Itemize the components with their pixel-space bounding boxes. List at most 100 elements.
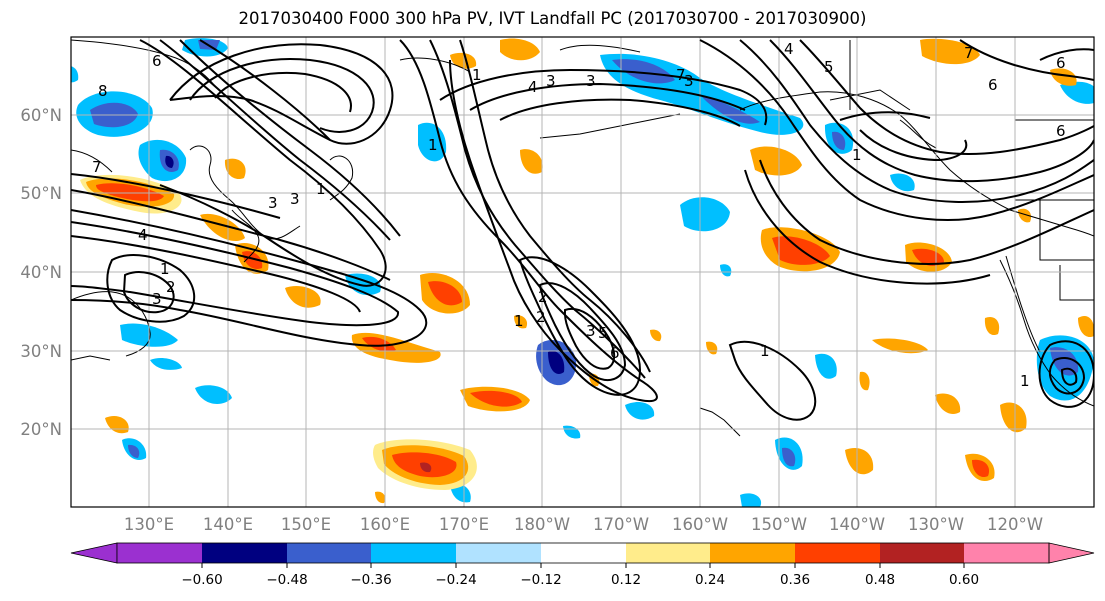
contour-label: 1 <box>852 146 862 164</box>
colorbar-segment <box>202 543 287 563</box>
lon-label: 180°W <box>514 515 570 534</box>
contour-line <box>769 39 1094 183</box>
colorbar-segment <box>880 543 964 563</box>
contour-line <box>759 159 1094 265</box>
colorbar-segment <box>456 543 541 563</box>
pv-blob <box>500 38 540 61</box>
coastline <box>539 113 681 139</box>
lon-label: 120°W <box>987 515 1043 534</box>
pv-blob <box>548 350 565 374</box>
contour-line <box>1060 367 1078 386</box>
colorbar: −0.60 −0.48 −0.36 −0.24 −0.12 0.12 0.24 … <box>70 542 1095 588</box>
colorbar-segment <box>287 543 371 563</box>
contour-label: 3 <box>586 72 596 90</box>
pv-blob <box>680 197 730 232</box>
pv-blob <box>1050 347 1079 376</box>
lon-label: 130°W <box>908 515 964 534</box>
colorbar-ticks <box>201 563 965 568</box>
latitude-labels: 60°N 50°N 40°N 30°N 20°N <box>20 106 62 439</box>
contour-line <box>699 39 1094 221</box>
coastline <box>329 155 354 201</box>
contour-line <box>214 72 352 113</box>
contour-line <box>71 173 281 219</box>
contour-label: 3 <box>268 194 278 212</box>
contour-label: 6 <box>1056 122 1066 140</box>
contour-label: 5 <box>598 324 608 342</box>
coastline <box>559 44 641 53</box>
contour-label: 1 <box>316 180 326 198</box>
contour-line <box>859 129 968 162</box>
colorbar-extend-right <box>1048 542 1095 564</box>
contour-label: 1 <box>428 136 438 154</box>
pv-blob <box>514 315 528 329</box>
contour-label: 4 <box>528 78 538 96</box>
colorbar-segment <box>710 543 795 563</box>
map-panel: 6 8 7 4 3 3 3 2 1 1 3 2 5 6 4 3 1 3 4 5 … <box>71 37 1094 507</box>
pv-blob <box>1060 81 1094 104</box>
pv-blob <box>200 213 245 242</box>
contour-line <box>739 39 1094 203</box>
contour-label: 4 <box>784 40 794 58</box>
ivt-contours <box>71 39 1094 421</box>
contour-line <box>189 58 375 133</box>
pv-blob <box>972 459 990 478</box>
colorbar-tick-label: 0.60 <box>949 572 979 588</box>
contour-label: 3 <box>684 72 694 90</box>
pv-blob <box>625 402 655 420</box>
colorbar-tick-label: −0.12 <box>520 572 561 588</box>
colorbar-segment <box>117 543 202 563</box>
contour-line <box>728 340 817 421</box>
contour-label: 7 <box>92 158 102 176</box>
coastline <box>699 407 741 437</box>
contour-label: 4 <box>138 226 148 244</box>
contour-line <box>106 254 195 323</box>
pv-blob <box>720 264 732 277</box>
contour-label: 6 <box>988 76 998 94</box>
contour-line <box>744 169 991 285</box>
pv-blob <box>920 38 980 65</box>
coastline <box>1059 265 1094 301</box>
coastline <box>829 89 911 111</box>
lon-label: 170°W <box>593 515 649 534</box>
coastline <box>1039 200 1094 261</box>
colorbar-tick-label: 0.48 <box>865 572 895 588</box>
lon-label: 160°W <box>672 515 728 534</box>
pv-blob <box>612 59 675 84</box>
contour-line <box>1048 357 1086 395</box>
contour-line <box>459 39 651 373</box>
longitude-labels: 130°E 140°E 150°E 160°E 170°E 180°W 170°… <box>124 515 1043 534</box>
pv-blob <box>224 158 246 180</box>
contour-line <box>538 282 627 381</box>
map-frame <box>70 36 1095 508</box>
pv-blob <box>150 357 182 370</box>
lon-label: 170°E <box>439 515 489 534</box>
pv-blob <box>872 338 928 354</box>
pv-blob <box>520 149 543 174</box>
contour-line <box>959 39 1094 81</box>
contour-line <box>1039 48 1094 61</box>
pv-blob <box>165 155 174 168</box>
pv-blob <box>1000 402 1027 433</box>
colorbar-segment <box>371 543 456 563</box>
lat-label: 60°N <box>20 106 62 125</box>
contour-line <box>499 98 741 127</box>
pv-blob <box>418 122 447 162</box>
lat-label: 40°N <box>20 263 62 282</box>
colorbar-segment <box>541 543 626 563</box>
colorbar-tick-label: −0.48 <box>266 572 307 588</box>
contour-line <box>1038 340 1094 408</box>
coastline <box>899 119 937 149</box>
contour-label: 6 <box>152 52 162 70</box>
coastline <box>231 209 260 263</box>
contour-label: 2 <box>166 278 176 296</box>
pv-blob <box>935 393 961 415</box>
contour-line <box>179 39 401 237</box>
contour-line <box>563 307 616 370</box>
lon-label: 150°W <box>751 515 807 534</box>
contour-line <box>439 68 768 126</box>
lat-label: 30°N <box>20 342 62 361</box>
lon-label: 150°E <box>281 515 331 534</box>
pv-blob <box>1050 68 1077 86</box>
pv-blob <box>450 52 477 69</box>
pv-blob <box>740 493 762 507</box>
